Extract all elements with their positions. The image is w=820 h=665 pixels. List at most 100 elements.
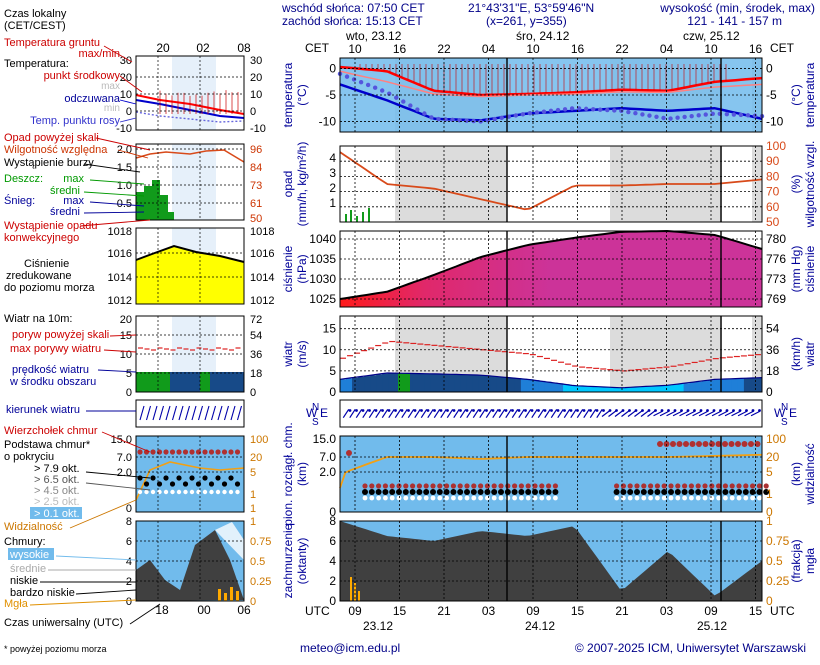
base-dot-red <box>730 483 735 488</box>
panel-unit-right: (%) <box>789 175 803 194</box>
legend-humidity: Wilgotność względna <box>4 144 108 156</box>
mini-tick-right-1: 0.5 <box>250 556 265 568</box>
legend-precip-above: Opad powyżej skali <box>4 132 99 144</box>
mini-tick-left-3: 1012 <box>108 295 132 307</box>
tick-left-2: 1030 <box>309 272 336 286</box>
wind-arrow-head <box>628 409 631 412</box>
mini-frac-top: 1 <box>250 516 256 528</box>
mini-fog-bar-1 <box>224 593 227 601</box>
mini-dir <box>136 400 244 427</box>
dew-point <box>500 116 504 120</box>
cet-label-left: CET <box>305 41 330 55</box>
temperature-panel: 0-5-100-5-10temperatura (°C) (°C) temperatu… <box>281 58 817 132</box>
tick-left-2: 4 <box>329 554 336 568</box>
wind-speed-bar <box>521 379 528 392</box>
dew-point <box>528 111 532 115</box>
mini-cover: 64200.750.50.250 <box>126 521 272 608</box>
mini-base-dot <box>222 481 227 486</box>
mini-fog-bar-3 <box>236 591 239 601</box>
mini-tick-right-2: 5 <box>250 467 256 479</box>
dew-point <box>345 74 349 78</box>
wind-speed-bar <box>412 373 419 392</box>
tick-right-1: -5 <box>766 88 777 102</box>
base-dot-red <box>519 483 524 488</box>
tick-left-1: 10 <box>323 343 337 357</box>
wind-speed-bar <box>653 386 660 392</box>
hour-top-9: 16 <box>749 42 763 56</box>
mini-wind-green2 <box>200 372 210 392</box>
base-dot-dark <box>471 489 477 495</box>
wind-arrow-head <box>362 409 365 412</box>
mini-bottom-tick-1: 00 <box>197 603 211 617</box>
wind-speed-bar <box>515 378 522 392</box>
wind-arrow-head <box>609 409 612 412</box>
mini-tick-right-1: 20 <box>250 72 262 84</box>
base-dot-red <box>471 483 476 488</box>
mini-top-dot <box>235 449 240 454</box>
tick-right-2: 773 <box>766 272 786 286</box>
wind-arrow-head <box>752 409 755 412</box>
tick-right-1: 20 <box>766 450 780 464</box>
hour-top-4: 10 <box>526 42 540 56</box>
legend-cl-low: niskie <box>10 575 38 587</box>
wind-arrow-head <box>511 409 514 412</box>
mini-tick-left-4: -10 <box>116 123 132 135</box>
cloud-cover-panel: 8642010.750.50.250zachmurzenie (oktanty)(… <box>281 514 817 608</box>
wind-arrow-head <box>433 409 436 412</box>
base-dot-dark <box>620 489 626 495</box>
precip-bar-0 <box>345 214 347 222</box>
cloud-top-dot <box>657 441 663 447</box>
base-dot-dark <box>450 489 456 495</box>
tick-right-2: 0.5 <box>766 554 783 568</box>
mini-rain-bar-2 <box>152 180 160 220</box>
mini-base-dot-white <box>164 490 168 494</box>
cloudbase-bg <box>340 436 762 512</box>
panel-unit-right: (km/h) <box>789 337 803 371</box>
mini-top-tick-1: 02 <box>196 41 210 55</box>
panel-label-right: wilgotność wzgl. <box>803 141 817 229</box>
legend-press1: Ciśnienie <box>24 258 69 270</box>
tick-left-2: 2 <box>329 181 336 195</box>
dew-point <box>732 112 736 116</box>
mini-base-dot <box>163 475 168 480</box>
dew-point <box>654 115 658 119</box>
legend-conv2: konwekcyjnego <box>4 232 79 244</box>
base-dot-red <box>668 483 673 488</box>
base-dot-white <box>512 496 517 501</box>
tick-right-2: 80 <box>766 169 780 183</box>
legend-cov4: > 2.5 okt. <box>34 496 80 508</box>
day-bottom-0: 23.12 <box>363 619 393 633</box>
mini-fog-bar-0 <box>218 589 221 601</box>
wind-speed-bar <box>593 387 600 392</box>
base-dot-white <box>662 496 667 501</box>
wind-arrow-head <box>713 409 716 412</box>
wind-speed-bar <box>690 383 697 392</box>
legend-local-time: Czas lokalny <box>4 8 67 20</box>
legend-cloud-base1: Podstawa chmur* <box>4 439 91 451</box>
mini-tick-right-3: 1 <box>250 503 256 515</box>
base-dot-dark <box>634 489 640 495</box>
panel-label-left: zachmurzenie <box>281 523 295 598</box>
base-dot-dark <box>464 489 470 495</box>
tick-left-1: 1035 <box>309 252 336 266</box>
hour-bottom-4: 09 <box>526 604 540 618</box>
precip-bar-2 <box>356 216 358 222</box>
base-dot-red <box>403 483 408 488</box>
base-dot-dark <box>688 489 694 495</box>
base-dot-dark <box>648 489 654 495</box>
base-dot-dark <box>654 489 660 495</box>
tick-right-1: 0.75 <box>766 534 790 548</box>
dir-bg <box>340 400 762 427</box>
wind-arrow-head <box>622 409 625 412</box>
cloud-top-dot <box>709 441 715 447</box>
base-dot-red <box>689 483 694 488</box>
mini-press: 10181016101410121018101610141012 <box>108 226 275 307</box>
mini-tick-left-0: 6 <box>126 536 132 548</box>
tick-right-1: 90 <box>766 154 780 168</box>
tick-right-2: 5 <box>766 465 773 479</box>
footer-email[interactable]: meteo@icm.edu.pl <box>300 641 400 655</box>
hour-top-5: 16 <box>571 42 585 56</box>
wind-arrow-head <box>641 409 644 412</box>
dew-point <box>612 108 616 112</box>
